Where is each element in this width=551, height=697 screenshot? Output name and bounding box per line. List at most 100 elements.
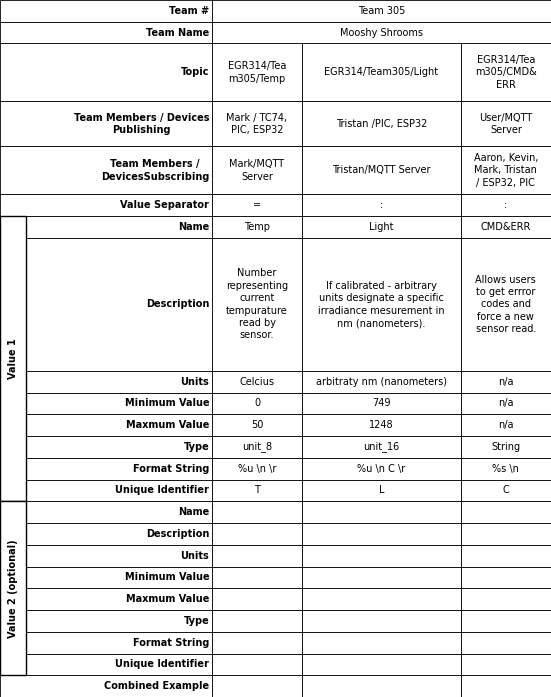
Text: unit_8: unit_8 — [242, 441, 272, 452]
Text: n/a: n/a — [498, 399, 514, 408]
Text: Tristan/MQTT Server: Tristan/MQTT Server — [332, 165, 430, 176]
Bar — [461, 523, 551, 545]
Bar — [0, 371, 26, 392]
Bar — [26, 238, 212, 371]
Text: Units: Units — [180, 376, 209, 387]
Bar — [26, 610, 212, 631]
Bar — [461, 194, 551, 216]
Bar — [0, 675, 212, 697]
Text: 0: 0 — [254, 399, 260, 408]
Bar — [302, 480, 461, 501]
Bar — [461, 588, 551, 610]
Bar — [461, 675, 551, 697]
Text: Type: Type — [183, 442, 209, 452]
Text: Unique Identifier: Unique Identifier — [115, 659, 209, 669]
Bar — [0, 392, 26, 414]
Bar — [212, 238, 302, 371]
Text: :: : — [380, 200, 383, 210]
Bar — [212, 43, 302, 102]
Bar — [212, 588, 302, 610]
Bar — [212, 0, 551, 22]
Bar — [302, 102, 461, 146]
Text: 1248: 1248 — [369, 420, 393, 430]
Bar — [302, 194, 461, 216]
Bar — [461, 414, 551, 436]
Text: Topic: Topic — [181, 68, 209, 77]
Bar — [0, 146, 212, 194]
Text: Value 2 (optional): Value 2 (optional) — [8, 539, 18, 638]
Text: Minimum Value: Minimum Value — [125, 572, 209, 583]
Bar — [212, 610, 302, 631]
Bar — [302, 675, 461, 697]
Bar — [212, 216, 302, 238]
Bar — [26, 545, 212, 567]
Bar — [0, 610, 26, 631]
Bar — [26, 216, 212, 238]
Bar — [212, 523, 302, 545]
Bar — [26, 501, 212, 523]
Bar — [212, 194, 302, 216]
Text: Format String: Format String — [133, 638, 209, 648]
Bar — [461, 371, 551, 392]
Bar — [0, 102, 212, 146]
Bar — [461, 458, 551, 480]
Bar — [212, 675, 302, 697]
Bar — [461, 43, 551, 102]
Bar — [461, 238, 551, 371]
Bar — [0, 22, 212, 43]
Text: Celcius: Celcius — [240, 376, 274, 387]
Bar — [0, 458, 26, 480]
Text: EGR314/Team305/Light: EGR314/Team305/Light — [324, 68, 439, 77]
Text: If calibrated - arbitrary
units designate a specific
irradiance mesurement in
nm: If calibrated - arbitrary units designat… — [318, 281, 445, 328]
Bar — [212, 501, 302, 523]
Bar — [26, 567, 212, 588]
Text: Allows users
to get errror
codes and
force a new
sensor read.: Allows users to get errror codes and for… — [476, 275, 536, 334]
Bar — [0, 501, 26, 675]
Text: Combined Example: Combined Example — [104, 681, 209, 691]
Text: n/a: n/a — [498, 420, 514, 430]
Text: User/MQTT
Server: User/MQTT Server — [479, 113, 532, 135]
Text: Tristan /PIC, ESP32: Tristan /PIC, ESP32 — [336, 118, 427, 129]
Bar — [302, 414, 461, 436]
Bar — [212, 458, 302, 480]
Text: Mark/MQTT
Server: Mark/MQTT Server — [229, 159, 285, 181]
Bar — [26, 523, 212, 545]
Text: %s \n: %s \n — [493, 464, 519, 474]
Text: C: C — [503, 485, 509, 496]
Bar — [302, 146, 461, 194]
Bar — [302, 392, 461, 414]
Text: Type: Type — [183, 616, 209, 626]
Text: %u \n C \r: %u \n C \r — [357, 464, 406, 474]
Text: Name: Name — [178, 222, 209, 232]
Text: Value Separator: Value Separator — [120, 200, 209, 210]
Bar — [212, 414, 302, 436]
Text: Team #: Team # — [169, 6, 209, 16]
Text: String: String — [491, 442, 520, 452]
Text: =: = — [253, 200, 261, 210]
Text: Maxmum Value: Maxmum Value — [126, 594, 209, 604]
Bar — [212, 102, 302, 146]
Bar — [0, 43, 212, 102]
Bar — [302, 567, 461, 588]
Text: arbitraty nm (nanometers): arbitraty nm (nanometers) — [316, 376, 447, 387]
Bar — [461, 567, 551, 588]
Text: unit_16: unit_16 — [363, 441, 399, 452]
Bar — [0, 480, 26, 501]
Bar — [212, 545, 302, 567]
Text: Team 305: Team 305 — [358, 6, 405, 16]
Bar — [461, 545, 551, 567]
Text: EGR314/Tea
m305/Temp: EGR314/Tea m305/Temp — [228, 61, 286, 84]
Bar — [26, 654, 212, 675]
Bar — [212, 436, 302, 458]
Text: 50: 50 — [251, 420, 263, 430]
Text: Description: Description — [146, 529, 209, 539]
Bar — [461, 146, 551, 194]
Bar — [212, 392, 302, 414]
Text: EGR314/Tea
m305/CMD&
ERR: EGR314/Tea m305/CMD& ERR — [475, 55, 537, 90]
Bar — [0, 216, 26, 501]
Bar — [302, 501, 461, 523]
Bar — [461, 392, 551, 414]
Bar — [212, 631, 302, 654]
Text: Light: Light — [369, 222, 393, 232]
Bar — [0, 0, 212, 22]
